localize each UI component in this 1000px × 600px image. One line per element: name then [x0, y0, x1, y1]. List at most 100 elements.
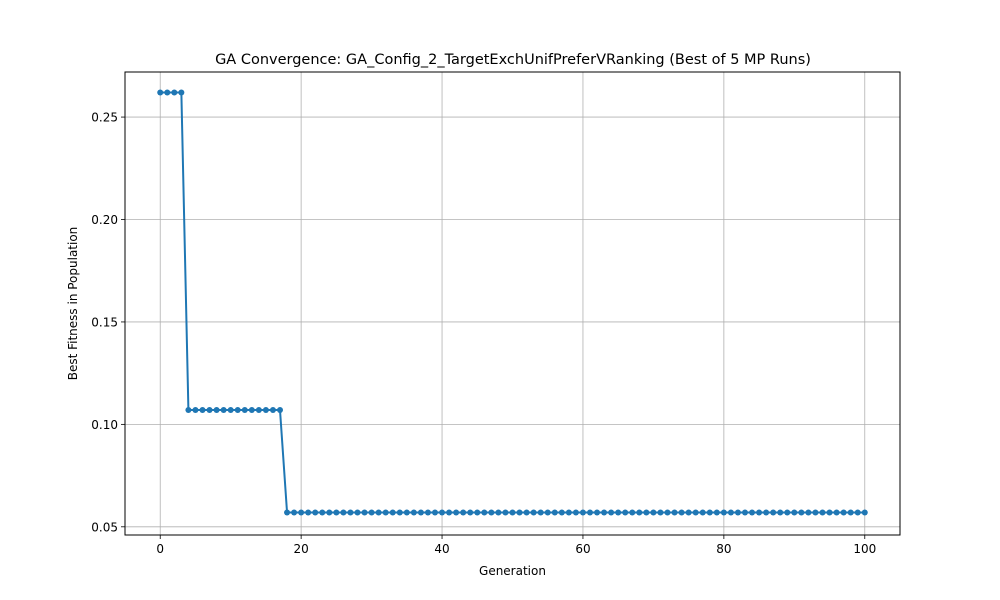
data-point — [537, 509, 544, 516]
data-point — [692, 509, 699, 516]
y-tick-label: 0.25 — [91, 111, 118, 125]
data-point — [432, 509, 438, 516]
data-point — [565, 509, 572, 516]
data-point — [227, 407, 234, 414]
data-point — [742, 509, 748, 516]
data-point — [551, 509, 558, 516]
data-point — [685, 509, 692, 516]
data-point — [516, 509, 523, 516]
data-point — [713, 509, 720, 516]
series-layer — [157, 89, 868, 516]
data-point — [587, 509, 593, 516]
x-axis: 0 20 40 60 80 100 — [156, 535, 876, 556]
data-point — [615, 509, 622, 516]
data-point — [446, 509, 453, 516]
x-tick-label: 20 — [293, 542, 308, 556]
data-point — [579, 509, 586, 516]
y-tick-label: 0.05 — [91, 520, 118, 534]
data-point — [601, 509, 608, 516]
data-point — [396, 509, 403, 516]
data-point — [178, 89, 185, 96]
data-point — [312, 509, 319, 516]
data-point — [643, 509, 650, 516]
data-point — [720, 509, 727, 516]
data-point — [594, 509, 601, 516]
data-point — [424, 509, 431, 516]
y-axis: 0.05 0.10 0.15 0.20 0.25 — [91, 111, 125, 534]
data-point — [572, 509, 579, 516]
data-point — [854, 509, 861, 516]
data-point — [340, 509, 347, 516]
data-point — [291, 509, 298, 516]
data-point — [277, 407, 283, 414]
data-point — [756, 509, 763, 516]
data-point — [699, 509, 706, 516]
chart-title: GA Convergence: GA_Config_2_TargetExchUn… — [215, 52, 811, 68]
data-point — [305, 509, 312, 516]
data-point — [220, 407, 227, 414]
data-point — [791, 509, 798, 516]
y-tick-label: 0.15 — [91, 315, 118, 329]
data-point — [544, 509, 551, 516]
data-point — [847, 509, 854, 516]
x-tick-label: 0 — [156, 542, 164, 556]
data-point — [495, 509, 502, 516]
y-tick-label: 0.10 — [91, 418, 118, 432]
data-point — [749, 509, 756, 516]
data-point — [664, 509, 671, 516]
data-point — [608, 509, 615, 516]
data-point — [284, 509, 291, 516]
data-point — [389, 509, 396, 516]
data-point — [417, 509, 424, 516]
y-tick-label: 0.20 — [91, 213, 118, 227]
x-tick-label: 100 — [853, 542, 876, 556]
data-point — [368, 509, 375, 516]
data-point — [488, 509, 495, 516]
data-point — [453, 509, 460, 516]
grid — [125, 72, 900, 535]
data-point — [861, 509, 868, 516]
data-point — [734, 509, 741, 516]
data-point — [812, 509, 819, 516]
data-point — [410, 509, 417, 516]
data-point — [558, 509, 565, 516]
data-point — [248, 407, 255, 414]
data-point — [502, 509, 509, 516]
data-point — [382, 509, 389, 516]
x-axis-label: Generation — [479, 564, 546, 578]
data-point — [509, 509, 516, 516]
data-point — [361, 509, 368, 516]
data-point — [439, 509, 446, 516]
x-tick-label: 80 — [716, 542, 731, 556]
data-point — [354, 509, 361, 516]
data-point — [523, 509, 530, 516]
data-point — [678, 509, 685, 516]
data-point — [840, 509, 847, 516]
data-point — [255, 407, 262, 414]
data-point — [319, 509, 326, 516]
data-point — [784, 509, 791, 516]
data-point — [481, 509, 488, 516]
data-point — [347, 509, 354, 516]
data-point — [474, 509, 481, 516]
data-point — [185, 407, 192, 414]
data-point — [206, 407, 213, 414]
data-point — [269, 407, 276, 414]
data-point — [763, 509, 770, 516]
x-tick-label: 60 — [575, 542, 590, 556]
data-point — [826, 509, 833, 516]
data-point — [622, 509, 629, 516]
data-point — [460, 509, 467, 516]
data-point — [333, 509, 340, 516]
data-point — [770, 509, 777, 516]
data-point — [403, 509, 410, 516]
y-axis-label: Best Fitness in Population — [66, 227, 80, 381]
data-point — [326, 509, 333, 516]
data-point — [199, 407, 206, 414]
data-point — [833, 509, 840, 516]
plot-area-frame — [124, 71, 901, 536]
data-point — [805, 509, 812, 516]
data-point — [234, 407, 241, 414]
